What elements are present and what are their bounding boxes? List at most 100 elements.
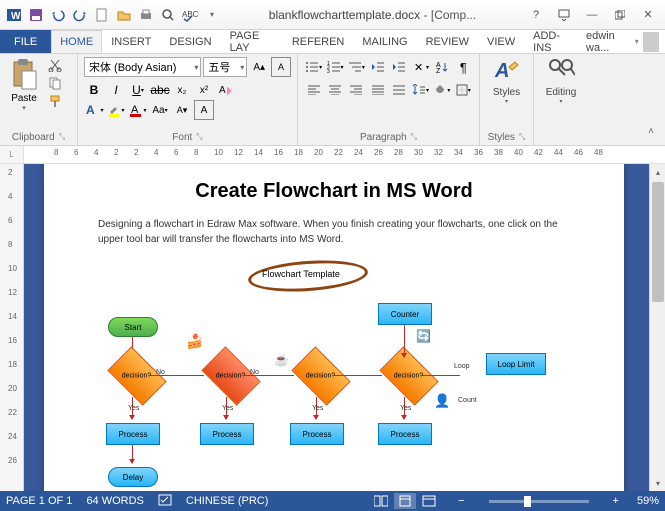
open-icon[interactable]: [114, 5, 134, 25]
clipboard-launcher-icon[interactable]: ⤡: [59, 132, 65, 143]
align-right-icon[interactable]: [347, 80, 366, 100]
scroll-up-icon[interactable]: ▴: [650, 164, 665, 180]
node-delay: Delay: [108, 467, 158, 487]
editing-button[interactable]: Editing▾: [541, 57, 581, 105]
user-area[interactable]: edwin wa... ▾: [580, 30, 665, 53]
bold-button[interactable]: B: [84, 80, 104, 100]
zoom-in-button[interactable]: +: [609, 495, 623, 507]
copy-icon[interactable]: [46, 75, 64, 91]
new-icon[interactable]: [92, 5, 112, 25]
italic-button[interactable]: I: [106, 80, 126, 100]
tab-review[interactable]: REVIEW: [417, 30, 478, 53]
user-name: edwin wa...: [586, 30, 631, 54]
save-icon[interactable]: [26, 5, 46, 25]
strike-button[interactable]: abc: [150, 80, 170, 100]
bullets-icon[interactable]: ▾: [304, 57, 323, 77]
scroll-down-icon[interactable]: ▾: [650, 475, 665, 491]
quick-access-toolbar: W ABC ▾: [4, 5, 222, 25]
inc-indent-icon[interactable]: [390, 57, 409, 77]
horizontal-ruler[interactable]: 8642246810121416182022242628303234363840…: [24, 146, 665, 163]
tab-page-layout[interactable]: PAGE LAY: [221, 30, 283, 53]
sort-icon[interactable]: AZ: [432, 57, 451, 77]
collapse-ribbon-icon[interactable]: ˄: [641, 121, 661, 141]
distributed-icon[interactable]: [390, 80, 409, 100]
shrink-font-icon[interactable]: A▾: [172, 100, 192, 120]
doc-title: Create Flowchart in MS Word: [98, 180, 570, 203]
styles-button[interactable]: A Styles▾: [487, 57, 527, 105]
clear-format-icon[interactable]: A: [216, 80, 236, 100]
node-start: Start: [108, 317, 158, 337]
font-size-combo[interactable]: 五号: [203, 57, 247, 77]
highlight-icon[interactable]: ▾: [106, 100, 126, 120]
borders-icon[interactable]: ▾: [454, 80, 473, 100]
cut-icon[interactable]: [46, 57, 64, 73]
vertical-scrollbar[interactable]: ▴ ▾: [649, 164, 665, 491]
dec-indent-icon[interactable]: [368, 57, 387, 77]
web-layout-icon[interactable]: [418, 493, 440, 509]
align-center-icon[interactable]: [325, 80, 344, 100]
font-launcher-icon[interactable]: ⤡: [196, 132, 202, 143]
read-mode-icon[interactable]: [370, 493, 392, 509]
status-words[interactable]: 64 WORDS: [86, 495, 143, 507]
node-decision-4: decision?: [379, 346, 438, 405]
asian-layout-icon[interactable]: ✕▾: [411, 57, 430, 77]
scroll-thumb[interactable]: [652, 182, 664, 302]
print-icon[interactable]: [136, 5, 156, 25]
paragraph-launcher-icon[interactable]: ⤡: [411, 132, 417, 143]
subscript-button[interactable]: x₂: [172, 80, 192, 100]
underline-button[interactable]: U▾: [128, 80, 148, 100]
line-spacing-icon[interactable]: ▾: [411, 80, 430, 100]
document-area: 2468101214161820222426 Create Flowchart …: [0, 164, 665, 491]
change-case-icon[interactable]: Aa▾: [150, 100, 170, 120]
undo-icon[interactable]: [48, 5, 68, 25]
multilevel-icon[interactable]: ▾: [347, 57, 366, 77]
show-marks-icon[interactable]: ¶: [454, 57, 473, 77]
minimize-icon[interactable]: —: [579, 5, 605, 25]
styles-launcher-icon[interactable]: ⤡: [519, 132, 525, 143]
tab-insert[interactable]: INSERT: [102, 30, 160, 53]
tab-view[interactable]: VIEW: [478, 30, 524, 53]
tab-home[interactable]: HOME: [51, 30, 102, 53]
maximize-icon[interactable]: [607, 5, 633, 25]
format-painter-icon[interactable]: [46, 93, 64, 109]
group-font: 宋体 (Body Asian) 五号 A▴ A B I U▾ abc x₂ x²…: [78, 54, 298, 145]
help-icon[interactable]: ?: [523, 5, 549, 25]
zoom-out-button[interactable]: −: [454, 495, 468, 507]
close-icon[interactable]: ✕: [635, 5, 661, 25]
align-left-icon[interactable]: [304, 80, 323, 100]
spelling-icon[interactable]: ABC: [180, 5, 200, 25]
page-viewport: Create Flowchart in MS Word Designing a …: [24, 164, 665, 491]
tab-references[interactable]: REFEREN: [283, 30, 354, 53]
ruler-corner[interactable]: L: [0, 146, 24, 163]
proofing-icon[interactable]: [158, 493, 172, 510]
ribbon-options-icon[interactable]: [551, 5, 577, 25]
char-border-icon[interactable]: A: [194, 100, 214, 120]
vertical-ruler[interactable]: 2468101214161820222426: [0, 164, 24, 491]
zoom-slider[interactable]: [489, 500, 589, 503]
word-icon[interactable]: W: [4, 5, 24, 25]
justify-icon[interactable]: [368, 80, 387, 100]
phonetic-icon[interactable]: A: [271, 57, 291, 77]
numbering-icon[interactable]: 123▾: [325, 57, 344, 77]
zoom-level[interactable]: 59%: [637, 495, 659, 507]
tab-addins[interactable]: ADD-INS: [524, 30, 580, 53]
banner: Flowchart Template: [238, 257, 378, 293]
tab-mailings[interactable]: MAILING: [353, 30, 416, 53]
file-tab[interactable]: FILE: [0, 30, 51, 53]
group-editing: Editing▾: [534, 54, 588, 145]
text-effects-icon[interactable]: A▾: [84, 100, 104, 120]
superscript-button[interactable]: x²: [194, 80, 214, 100]
print-layout-icon[interactable]: [394, 493, 416, 509]
paste-button[interactable]: Paste ▾: [6, 57, 42, 112]
tab-design[interactable]: DESIGN: [160, 30, 220, 53]
qat-more-icon[interactable]: ▾: [202, 5, 222, 25]
page[interactable]: Create Flowchart in MS Word Designing a …: [44, 164, 624, 491]
redo-icon[interactable]: [70, 5, 90, 25]
preview-icon[interactable]: [158, 5, 178, 25]
status-page[interactable]: PAGE 1 OF 1: [6, 495, 72, 507]
font-color-icon[interactable]: A▾: [128, 100, 148, 120]
grow-font-icon[interactable]: A▴: [249, 57, 269, 77]
shading-icon[interactable]: ▾: [432, 80, 451, 100]
font-name-combo[interactable]: 宋体 (Body Asian): [84, 57, 201, 77]
status-language[interactable]: CHINESE (PRC): [186, 495, 269, 507]
